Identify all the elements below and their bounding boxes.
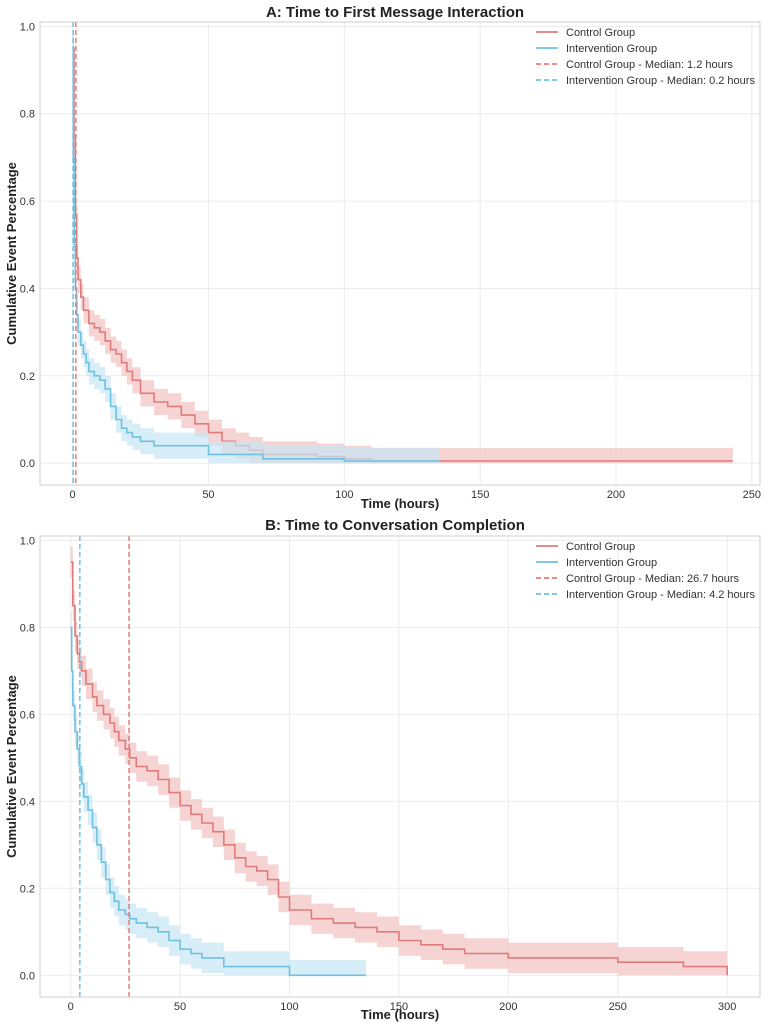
legend-entry: Intervention Group — [566, 557, 657, 569]
plot-area — [72, 22, 733, 485]
x-tick-label: 0 — [70, 489, 76, 501]
y-tick-label: 0.0 — [20, 458, 35, 470]
legend-entry: Control Group - Median: 1.2 hours — [566, 59, 733, 71]
x-axis-label: Time (hours) — [361, 496, 440, 511]
legend: Control Group Intervention Group Control G… — [536, 541, 755, 601]
y-tick-label: 0.4 — [20, 796, 35, 808]
legend-entry: Control Group - Median: 26.7 hours — [566, 573, 740, 585]
legend-entry: Intervention Group - Median: 4.2 hours — [566, 589, 755, 601]
x-tick-label: 200 — [607, 489, 625, 501]
plot-frame — [39, 535, 761, 998]
y-axis-label: Cumulative Event Percentage — [4, 162, 19, 345]
x-tick-label: 250 — [609, 1001, 627, 1013]
y-tick-label: 0.0 — [20, 970, 35, 982]
chart-panel-1: B: Time to Conversation Completion 0 50 100… — [4, 517, 761, 1022]
x-tick-label: 150 — [471, 489, 489, 501]
y-axis-label: Cumulative Event Percentage — [4, 675, 19, 858]
chart-panel-0: A: Time to First Message Interaction 0 50 1… — [4, 4, 761, 511]
x-tick-label: 100 — [280, 1001, 298, 1013]
x-tick-label: 150 — [390, 1001, 408, 1013]
y-tick-label: 0.6 — [20, 196, 35, 208]
y-tick-label: 0.8 — [20, 109, 35, 121]
chart-title: B: Time to Conversation Completion — [265, 517, 525, 534]
plot-area — [70, 536, 728, 997]
series-line-0 — [70, 561, 728, 976]
x-tick-label: 50 — [202, 489, 214, 501]
x-axis-label: Time (hours) — [361, 1007, 440, 1022]
legend-entry: Intervention Group - Median: 0.2 hours — [566, 75, 755, 87]
x-tick-label: 100 — [335, 489, 353, 501]
plot-frame — [39, 21, 761, 486]
chart-title: A: Time to First Message Interaction — [266, 4, 524, 21]
legend: Control Group Intervention Group Control G… — [536, 27, 755, 87]
y-tick-label: 1.0 — [20, 535, 35, 547]
series-line-1 — [72, 47, 440, 462]
x-tick-label: 200 — [499, 1001, 517, 1013]
ci-band-0 — [72, 35, 733, 464]
y-tick-label: 1.0 — [20, 21, 35, 33]
y-tick-label: 0.2 — [20, 371, 35, 383]
x-tick-label: 250 — [743, 489, 761, 501]
legend-entry: Control Group — [566, 541, 635, 553]
legend-entry: Intervention Group — [566, 43, 657, 55]
ci-band-1 — [72, 35, 440, 464]
x-tick-label: 0 — [68, 1001, 74, 1013]
y-tick-label: 0.4 — [20, 283, 35, 295]
y-tick-label: 0.2 — [20, 883, 35, 895]
y-tick-label: 0.8 — [20, 622, 35, 634]
x-tick-label: 50 — [174, 1001, 186, 1013]
x-tick-label: 300 — [718, 1001, 736, 1013]
y-tick-label: 0.6 — [20, 709, 35, 721]
legend-entry: Control Group — [566, 27, 635, 39]
